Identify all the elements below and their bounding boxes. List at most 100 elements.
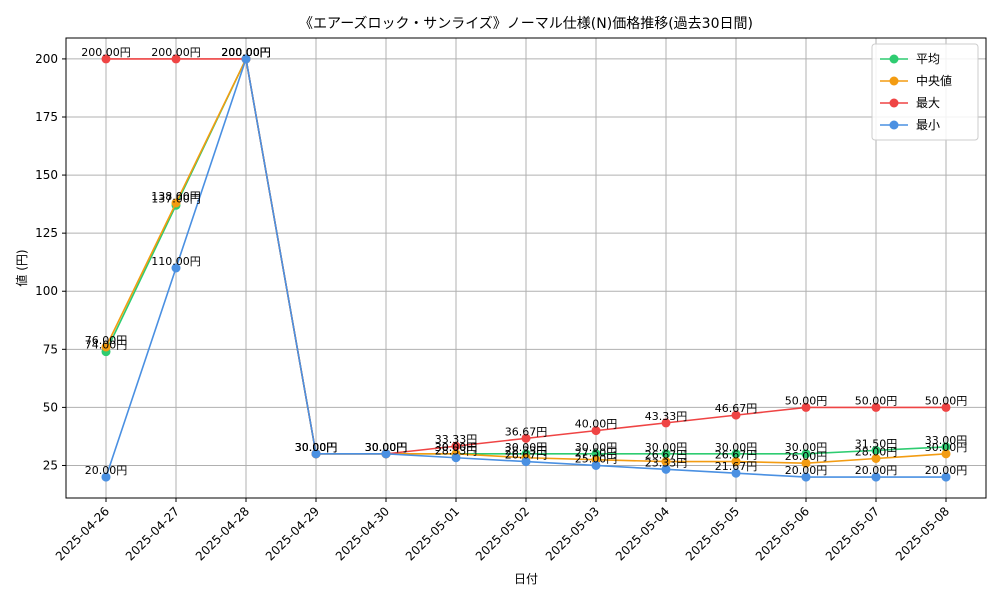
data-labels-layer: 74.00円 137.00円 200.00円 30.00円 30.00円 30.00円 30… xyxy=(81,46,967,477)
data-label: 26.67円 xyxy=(505,449,548,462)
data-point xyxy=(661,449,671,459)
data-label: 200.00円 xyxy=(221,46,271,59)
data-label: 21.67円 xyxy=(715,460,758,473)
data-label: 30.00円 xyxy=(785,441,828,454)
x-tick-label: 2025-04-30 xyxy=(333,504,392,563)
data-label: 33.33円 xyxy=(435,433,478,446)
data-label: 23.33円 xyxy=(645,456,688,469)
data-label: 20.00円 xyxy=(85,464,128,477)
x-tick-label: 2025-05-02 xyxy=(473,504,532,563)
legend-label: 平均 xyxy=(916,52,940,66)
data-label: 74.00円 xyxy=(85,339,128,352)
data-label: 40.00円 xyxy=(575,418,618,431)
data-label: 76.00円 xyxy=(85,334,128,347)
data-label: 30.00円 xyxy=(505,441,548,454)
data-point xyxy=(731,457,741,467)
data-label: 26.67円 xyxy=(645,449,688,462)
x-tick-label: 2025-05-01 xyxy=(403,504,462,563)
data-point xyxy=(801,458,811,468)
legend-marker xyxy=(889,120,899,130)
data-label: 20.00円 xyxy=(785,464,828,477)
data-label: 30.00円 xyxy=(365,441,408,454)
data-point xyxy=(591,426,601,436)
data-point xyxy=(661,457,671,467)
data-label: 50.00円 xyxy=(855,394,898,407)
data-point xyxy=(101,472,111,482)
y-tick-label: 25 xyxy=(43,458,58,472)
plot-frame xyxy=(65,37,987,499)
data-label: 31.50円 xyxy=(855,437,898,450)
data-point xyxy=(451,453,461,463)
data-point xyxy=(801,472,811,482)
data-label: 25.00円 xyxy=(575,452,618,465)
data-point xyxy=(941,449,951,459)
data-point xyxy=(101,54,111,64)
data-point xyxy=(171,263,181,273)
data-point xyxy=(591,460,601,470)
data-label: 20.00円 xyxy=(855,464,898,477)
data-label: 26.00円 xyxy=(785,450,828,463)
data-label: 30.00円 xyxy=(365,441,408,454)
data-label: 138.00円 xyxy=(151,190,201,203)
data-point xyxy=(731,468,741,478)
data-label: 20.00円 xyxy=(925,464,968,477)
x-axis-label: 日付 xyxy=(514,572,538,586)
y-tick-label: 150 xyxy=(35,168,58,182)
data-label: 30.00円 xyxy=(575,441,618,454)
legend-box xyxy=(871,43,979,141)
y-tick-label: 100 xyxy=(35,284,58,298)
data-point xyxy=(801,449,811,459)
data-label: 30.00円 xyxy=(645,441,688,454)
data-label: 46.67円 xyxy=(715,402,758,415)
series-layer xyxy=(101,54,951,482)
x-tick-label: 2025-04-28 xyxy=(193,504,252,563)
data-label: 36.67円 xyxy=(505,425,548,438)
data-label: 30.00円 xyxy=(715,441,758,454)
data-label: 30.00円 xyxy=(295,441,338,454)
data-point xyxy=(171,198,181,208)
data-label: 30.00円 xyxy=(925,441,968,454)
x-tick-label: 2025-05-03 xyxy=(543,504,602,563)
legend-marker xyxy=(889,54,899,64)
y-axis-ticks: 25 50 75 100 125 150 175 200 xyxy=(35,52,66,472)
data-label: 30.00円 xyxy=(365,441,408,454)
data-label: 26.67円 xyxy=(715,449,758,462)
data-point xyxy=(871,445,881,455)
legend-label: 中央値 xyxy=(916,73,952,88)
x-tick-label: 2025-05-04 xyxy=(613,504,672,563)
data-point xyxy=(661,418,671,428)
data-point xyxy=(731,449,741,459)
data-point xyxy=(871,454,881,464)
data-label: 30.00円 xyxy=(435,441,478,454)
data-point xyxy=(941,442,951,452)
y-tick-label: 175 xyxy=(35,110,58,124)
x-tick-label: 2025-05-08 xyxy=(893,504,952,563)
data-point xyxy=(661,464,671,474)
x-tick-label: 2025-04-26 xyxy=(53,504,112,563)
data-point xyxy=(521,433,531,443)
data-point xyxy=(381,449,391,459)
chart-title: 《エアーズロック・サンライズ》ノーマル仕様(N)価格推移(過去30日間) xyxy=(299,16,753,32)
data-point xyxy=(871,472,881,482)
data-point xyxy=(731,410,741,420)
x-tick-label: 2025-05-06 xyxy=(753,504,812,563)
grid xyxy=(66,38,986,498)
data-label: 200.00円 xyxy=(221,46,271,59)
y-axis-label: 値 (円) xyxy=(14,249,29,286)
y-tick-label: 75 xyxy=(43,342,58,356)
data-label: 30.00円 xyxy=(365,441,408,454)
legend-label: 最小 xyxy=(916,118,940,132)
data-label: 28.33円 xyxy=(505,445,548,458)
data-label: 110.00円 xyxy=(151,255,201,268)
data-label: 200.00円 xyxy=(221,46,271,59)
data-label: 28.33円 xyxy=(435,445,478,458)
data-point xyxy=(801,402,811,412)
data-point xyxy=(171,54,181,64)
x-tick-label: 2025-04-29 xyxy=(263,504,322,563)
data-label: 50.00円 xyxy=(785,394,828,407)
data-label: 200.00円 xyxy=(151,46,201,59)
data-point xyxy=(101,342,111,352)
data-point xyxy=(521,457,531,467)
